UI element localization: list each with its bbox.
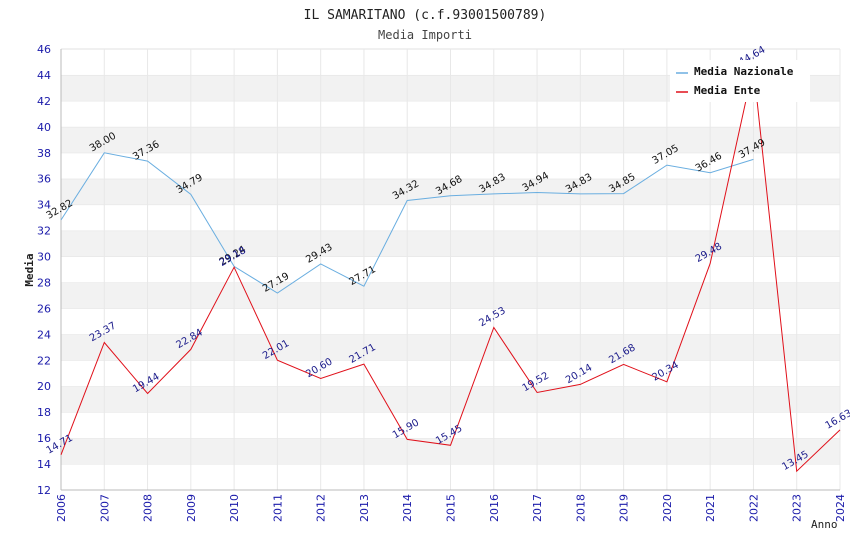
legend-label-nazionale: Media Nazionale: [694, 65, 794, 78]
y-tick-label: 16: [37, 432, 51, 445]
series-lines: [60, 66, 841, 473]
y-tick-label: 42: [37, 95, 51, 108]
x-tick-label: 2017: [531, 494, 544, 522]
series-line-media-nazionale: [60, 152, 754, 294]
y-tick-label: 18: [37, 406, 51, 419]
x-tick-label: 2014: [401, 494, 414, 522]
y-axis-label: Media: [23, 253, 36, 286]
x-axis-label: Anno: [811, 518, 838, 531]
y-tick-label: 12: [37, 484, 51, 497]
x-tick-label: 2010: [228, 494, 241, 522]
x-tick-label: 2013: [358, 494, 371, 522]
y-tick-label: 14: [37, 458, 51, 471]
legend-label-ente: Media Ente: [694, 84, 761, 97]
x-tick-label: 2015: [445, 494, 458, 522]
y-tick-label: 30: [37, 251, 51, 264]
x-tick-label: 2020: [661, 494, 674, 522]
y-tick-label: 32: [37, 225, 51, 238]
y-tick-label: 40: [37, 121, 51, 134]
legend: Media Nazionale Media Ente: [670, 60, 810, 102]
x-tick-label: 2009: [185, 494, 198, 522]
y-tick-label: 22: [37, 354, 51, 367]
y-tick-label: 44: [37, 69, 51, 82]
y-tick-label: 24: [37, 328, 51, 341]
y-tick-label: 36: [37, 173, 51, 186]
x-tick-label: 2006: [55, 494, 68, 522]
series-line-media-ente: [60, 66, 841, 473]
y-tick-labels: 12 14 16 18 20 22 24 26 28 30 32 34 36 38 40 42 44 46: [37, 43, 51, 497]
y-tick-label: 26: [37, 302, 51, 315]
x-tick-label: 2018: [574, 494, 587, 522]
x-tick-label: 2011: [271, 494, 284, 522]
x-tick-label: 2021: [704, 494, 717, 522]
chart-title: IL SAMARITANO (c.f.93001500789): [304, 8, 547, 23]
x-tick-label: 2019: [618, 494, 631, 522]
x-tick-label: 2016: [488, 494, 501, 522]
x-tick-label: 2022: [747, 494, 760, 522]
y-tick-label: 46: [37, 43, 51, 56]
x-tick-label: 2008: [142, 494, 155, 522]
axes: [60, 49, 841, 491]
y-tick-label: 34: [37, 199, 51, 212]
x-tick-label: 2023: [791, 494, 804, 522]
x-tick-label: 2024: [834, 494, 847, 522]
y-tick-label: 38: [37, 147, 51, 160]
x-tick-labels: 2006 2007 2008 2009 2010 2011 2012 2013 2014 2015…: [55, 494, 847, 522]
legend-box: [670, 60, 810, 102]
x-tick-label: 2012: [315, 494, 328, 522]
x-tick-label: 2007: [98, 494, 111, 522]
chart-subtitle: Media Importi: [378, 28, 472, 42]
y-tick-label: 28: [37, 276, 51, 289]
y-tick-label: 20: [37, 380, 51, 393]
